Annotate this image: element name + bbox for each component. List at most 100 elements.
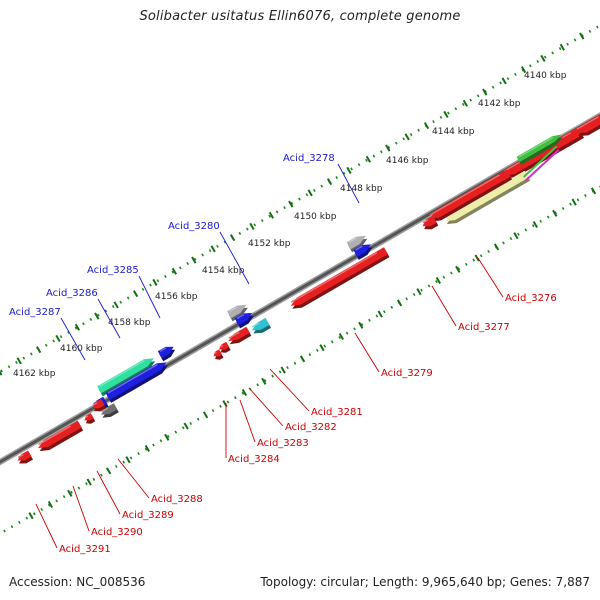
scale-tick [532, 220, 538, 229]
gene-acid-3278b-highlight [355, 245, 363, 251]
gene-acid-3282-block[interactable] [228, 326, 250, 342]
gene-label-acid_3288[interactable]: Acid_3288 [151, 494, 203, 505]
leader-line-acid_3288 [117, 458, 150, 499]
gene-acid-3278-block[interactable] [346, 235, 366, 250]
gene-label-acid_3281[interactable]: Acid_3281 [311, 407, 363, 418]
leader-line-acid_3282 [248, 387, 284, 427]
scale-tick [261, 377, 267, 385]
scale-tick [423, 122, 430, 130]
gene-label-acid_3286[interactable]: Acid_3286 [46, 288, 98, 299]
leader-line-acid_3291 [35, 503, 58, 549]
gene-acid-3276-sm-block[interactable] [422, 215, 437, 227]
gene-acid-3278b-block[interactable] [353, 244, 371, 257]
gene-acid-3291-block[interactable] [17, 450, 32, 461]
gene-acid-3280-block[interactable] [227, 304, 247, 319]
scale-tick [319, 344, 325, 352]
gene-acid-3280b-block[interactable] [234, 312, 253, 326]
gene-acid-3289b-highlight [84, 415, 89, 419]
gene-label-acid_3283[interactable]: Acid_3283 [257, 438, 309, 449]
scale-tick [559, 43, 565, 51]
leader-line-acid_3280 [219, 231, 250, 285]
scale-tick [396, 299, 403, 307]
scale-tick [105, 467, 112, 475]
gene-acid-3276-sm-highlight [422, 219, 429, 224]
gene-acid-3284-block[interactable] [213, 349, 222, 357]
scale-tick [571, 198, 577, 206]
scale-tick [280, 366, 286, 374]
scale-tick [501, 77, 507, 85]
scale-tick [113, 301, 119, 309]
scale-tick [268, 211, 274, 219]
gene-acid-3286-block[interactable] [97, 358, 154, 394]
scale-tick [191, 256, 197, 264]
gene-acid-3281-block[interactable] [251, 317, 270, 331]
scale-tick [299, 355, 306, 363]
gene-acid-3276c-highlight [576, 116, 599, 130]
map-title: Solibacter usitatus Ellin6076, complete … [139, 9, 461, 24]
scale-tick [125, 456, 131, 464]
scale-tick [74, 323, 81, 331]
tick-label: 4154 kbp [202, 266, 245, 276]
scale-tick [455, 265, 461, 273]
scale-tick [47, 500, 54, 509]
leader-line-acid_3290 [72, 485, 90, 532]
leader-line-acid_3278 [337, 163, 360, 204]
scale-tick [482, 88, 488, 96]
gene-acid-3276-top-highlight [429, 174, 500, 216]
scale-tick [0, 370, 3, 376]
tick-label: 4142 kbp [478, 99, 521, 109]
scale-tick [377, 310, 383, 318]
leader-line-acid_3285 [138, 275, 161, 319]
gene-acid-3291-highlight [17, 454, 24, 459]
gene-acid-3283-highlight [219, 344, 224, 348]
leader-line-acid_3277 [431, 285, 457, 327]
gene-acid-3288-block[interactable] [100, 403, 118, 415]
scale-tick [202, 411, 209, 419]
gene-label-acid_3278[interactable]: Acid_3278 [283, 153, 335, 164]
gene-acid-3279-block[interactable] [290, 247, 388, 306]
scale-tick [579, 32, 585, 40]
gene-label-acid_3287[interactable]: Acid_3287 [9, 307, 61, 318]
gene-acid-3286-highlight [99, 359, 145, 387]
gene-label-acid_3285[interactable]: Acid_3285 [87, 265, 139, 276]
scale-tick [183, 422, 189, 430]
tick-label: 4140 kbp [524, 71, 567, 81]
gene-label-acid_3282[interactable]: Acid_3282 [285, 422, 337, 433]
gene-label-acid_3279[interactable]: Acid_3279 [381, 368, 433, 379]
gene-label-acid_3291[interactable]: Acid_3291 [59, 544, 111, 555]
gene-acid-3278-shadow [348, 238, 368, 253]
scale-tick [346, 166, 352, 174]
scale-tick [404, 133, 410, 141]
scale-tick [229, 234, 236, 242]
scale-tick [474, 254, 480, 262]
strand-marker [524, 149, 560, 182]
gene-label-acid_3289[interactable]: Acid_3289 [122, 510, 174, 521]
gene-label-acid_3277[interactable]: Acid_3277 [458, 322, 510, 333]
scale-tick [520, 66, 527, 74]
gene-label-acid_3276[interactable]: Acid_3276 [505, 293, 557, 304]
leader-line-acid_3286 [97, 298, 121, 339]
gene-acid-3277-bar-block[interactable] [445, 170, 529, 222]
gene-acid-3289-block[interactable] [92, 399, 105, 409]
scale-tick [241, 388, 247, 397]
scale-tick [210, 245, 216, 253]
scale-tick [86, 478, 92, 486]
scale-tick [28, 512, 34, 520]
gene-acid-3276-top-block[interactable] [429, 169, 511, 219]
scale-tick [67, 489, 73, 497]
gene-acid-3276-green-highlight [518, 136, 554, 158]
gene-label-acid_3290[interactable]: Acid_3290 [91, 527, 143, 538]
gene-acid-3281-highlight [251, 322, 260, 328]
gene-acid-3285-block[interactable] [105, 362, 167, 400]
scale-tick [152, 278, 158, 286]
gene-acid-3289b-block[interactable] [84, 413, 94, 421]
gene-label-acid_3284[interactable]: Acid_3284 [228, 454, 280, 465]
tick-label: 4148 kbp [340, 184, 383, 194]
gene-acid-3290-block[interactable] [38, 420, 82, 449]
gene-acid-3276-green-block[interactable] [516, 134, 562, 162]
gene-acid-3283-block[interactable] [219, 341, 230, 350]
gene-label-acid_3280[interactable]: Acid_3280 [168, 221, 220, 232]
gene-acid-3280b-highlight [236, 313, 245, 320]
